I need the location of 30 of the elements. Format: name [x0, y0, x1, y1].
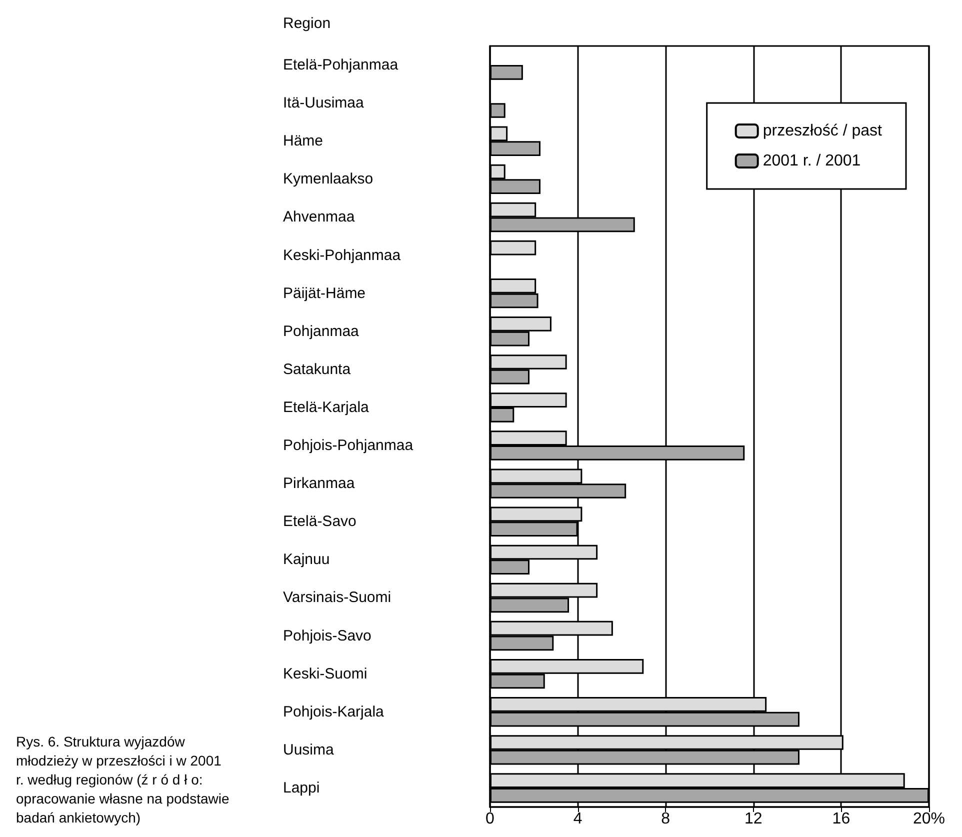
y-tick-label: Kymenlaakso: [283, 170, 374, 188]
text: Rys. 6. Struktura wyjazdów młodzieży w przeszłości i w 2001 r. według regionów (ź r ó d ł o: opracowanie własne na podstawie badań ankietowych): [16, 734, 234, 826]
y-tick-label: Etelä-Savo: [283, 513, 356, 530]
y-tick-label: Itä-Uusimaa: [283, 94, 365, 112]
y-tick-label: Ahvenmaa: [283, 208, 356, 226]
y-tick-label: Pohjois-Savo: [283, 627, 372, 644]
y-tick-label: Etelä-Pohjanmaa: [283, 56, 399, 74]
y-tick-label: Uusima: [283, 741, 334, 758]
x-tick-label: 4: [573, 810, 582, 828]
x-tick-label: 16: [832, 810, 850, 828]
y-tick-label: Häme: [283, 132, 324, 150]
y-tick-label: Kajnuu: [283, 551, 330, 568]
y-tick-label: Pohjois-Karjala: [283, 703, 385, 720]
y-tick-label: Päijät-Häme: [283, 284, 366, 302]
y-tick-label: Satakunta: [283, 360, 352, 378]
x-tick-label: 0: [486, 810, 495, 828]
y-tick-label: Varsinais-Suomi: [283, 589, 392, 606]
y-tick-label: Pirkanmaa: [283, 475, 356, 492]
x-tick-label: 20%: [912, 810, 946, 828]
y-tick-label: Keski-Suomi: [283, 665, 368, 682]
x-tick-label: 8: [661, 810, 670, 828]
y-axis-title: Region: [283, 15, 331, 32]
y-tick-label: Pohjois-Pohjanmaa: [283, 437, 414, 454]
y-tick-label: Etelä-Karjala: [283, 398, 370, 416]
y-tick-label: Keski-Pohjanmaa: [283, 246, 402, 264]
x-tick-label: 12: [744, 810, 762, 828]
y-tick-label: Lappi: [283, 779, 320, 796]
y-tick-label: Pohjanmaa: [283, 322, 360, 340]
legend-label: przeszłość / past: [762, 122, 883, 140]
legend-label: 2001 r. / 2001: [762, 152, 861, 170]
